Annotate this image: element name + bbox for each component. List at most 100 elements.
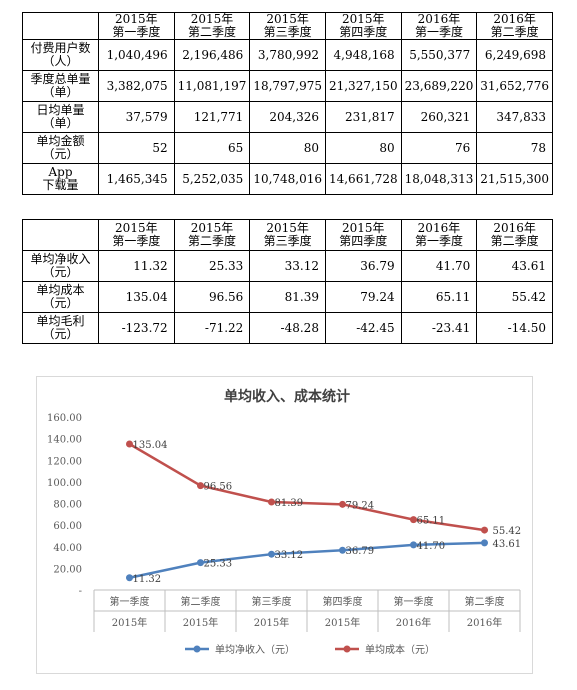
table-row: App 下载量 1,465,345 5,252,035 10,748,016 1… <box>22 163 553 195</box>
table-cell: -42.45 <box>324 312 402 344</box>
table-header-cell: 2015年 第三季度 <box>249 219 326 251</box>
table-cell: 3,780,992 <box>249 39 326 71</box>
x-tick-label: 第一季度 <box>110 595 150 608</box>
x-group-label: 2016年 <box>467 616 502 629</box>
table-cell: 76 <box>400 132 478 164</box>
table-cell: 5,550,377 <box>400 39 478 71</box>
table-cell: 5,252,035 <box>173 163 251 195</box>
table-cell: 36.79 <box>324 250 402 282</box>
table-cell: 4,948,168 <box>324 39 402 71</box>
table-header-cell: 2016年 第一季度 <box>400 12 478 40</box>
row-label: 单均成本 （元） <box>22 281 99 313</box>
data-label: 11.32 <box>133 574 162 585</box>
data-label: 81.39 <box>275 498 304 509</box>
table-header-cell: 2016年 第二季度 <box>476 219 553 251</box>
table-row: 季度总单量 （单） 3,382,075 11,081,197 18,797,97… <box>22 70 553 102</box>
table-cell: 55.42 <box>476 281 553 313</box>
table-cell: 260,321 <box>400 101 478 133</box>
table-cell: 78 <box>476 132 553 164</box>
table-cell: 25.33 <box>173 250 251 282</box>
row-label: 单均金额 （元） <box>22 132 99 164</box>
line-chart-panel: 单均收入、成本统计 160.00 140.00 120.00 100.00 80.00 60… <box>36 376 533 674</box>
y-tick-label: 80.00 <box>53 500 82 511</box>
y-tick-label: 20.00 <box>53 564 82 575</box>
table-cell: 11.32 <box>98 250 175 282</box>
table-row: 单均金额 （元） 52 65 80 80 76 78 <box>22 132 553 164</box>
data-point <box>339 546 346 554</box>
table-cell: 11,081,197 <box>173 70 251 102</box>
x-tick-label: 第一季度 <box>394 595 434 608</box>
data-label: 36.79 <box>346 546 375 557</box>
x-tick-label: 第二季度 <box>465 595 505 608</box>
x-tick-label: 第二季度 <box>181 595 221 608</box>
table-cell: -48.28 <box>249 312 326 344</box>
table-header-cell: 2015年 第四季度 <box>324 12 402 40</box>
data-label: 25.33 <box>204 559 233 570</box>
table-cell: 18,797,975 <box>249 70 326 102</box>
table-cell: 135.04 <box>98 281 175 313</box>
x-group-label: 2015年 <box>112 616 147 629</box>
legend-label: 单均成本（元） <box>365 643 435 656</box>
line-chart: 单均收入、成本统计 160.00 140.00 120.00 100.00 80.00 60… <box>47 388 521 656</box>
table-cell: 3,382,075 <box>98 70 175 102</box>
table-header-cell: 2016年 第二季度 <box>476 12 553 40</box>
legend-swatch-marker <box>193 645 201 653</box>
table-cell: 80 <box>324 132 402 164</box>
table-cell: 10,748,016 <box>249 163 326 195</box>
x-group-label: 2015年 <box>183 616 218 629</box>
table-header-cell: 2015年 第一季度 <box>98 12 175 40</box>
data-point <box>197 559 204 567</box>
table-cell: 96.56 <box>173 281 251 313</box>
table-cell: 231,817 <box>324 101 402 133</box>
table-cell: -71.22 <box>173 312 251 344</box>
table-cell: 1,040,496 <box>98 39 175 71</box>
table-header-cell: 2015年 第二季度 <box>173 12 251 40</box>
data-point <box>481 526 488 534</box>
data-point <box>410 541 417 549</box>
table-cell: 18,048,313 <box>400 163 478 195</box>
y-tick-label: 120.00 <box>47 456 82 467</box>
y-tick-label: 140.00 <box>47 435 82 446</box>
data-point <box>410 516 417 524</box>
data-point <box>126 440 133 448</box>
row-label: 季度总单量 （单） <box>22 70 99 102</box>
y-tick-label: - <box>79 586 82 597</box>
table-cell: 2,196,486 <box>173 39 251 71</box>
x-tick-label: 第三季度 <box>252 595 292 608</box>
data-label: 41.70 <box>417 541 446 552</box>
table-row: 付费用户数 （人） 1,040,496 2,196,486 3,780,992 … <box>22 39 553 71</box>
table-cell: 204,326 <box>249 101 326 133</box>
table-row: 单均毛利 （元） -123.72 -71.22 -48.28 -42.45 -2… <box>22 312 553 344</box>
table-cell: 31,652,776 <box>476 70 553 102</box>
table-corner-cell <box>22 12 99 40</box>
row-label: 单均毛利 （元） <box>22 312 99 344</box>
table-cell: 21,327,150 <box>324 70 402 102</box>
data-label: 33.12 <box>275 550 304 561</box>
data-point <box>268 498 275 506</box>
table-row: 单均成本 （元） 135.04 96.56 81.39 79.24 65.11 … <box>22 281 553 313</box>
data-point <box>339 500 346 508</box>
data-label: 65.11 <box>417 516 446 527</box>
x-group-label: 2015年 <box>325 616 360 629</box>
table-cell: -123.72 <box>98 312 175 344</box>
data-point <box>268 550 275 558</box>
table-cell: 23,689,220 <box>400 70 478 102</box>
table-cell: 14,661,728 <box>324 163 402 195</box>
legend-label: 单均净收入（元） <box>215 643 295 656</box>
table-row: 日均单量 （单） 37,579 121,771 204,326 231,817 … <box>22 101 553 133</box>
table-cell: 80 <box>249 132 326 164</box>
operating-metrics-table: 2015年 第一季度 2015年 第二季度 2015年 第三季度 2015年 第… <box>22 12 553 195</box>
table-row: 单均净收入 （元） 11.32 25.33 33.12 36.79 41.70 … <box>22 250 553 282</box>
table-cell: 33.12 <box>249 250 326 282</box>
legend-swatch-marker <box>343 645 351 653</box>
y-tick-label: 100.00 <box>47 478 82 489</box>
table-cell: 21,515,300 <box>476 163 553 195</box>
table-cell: 41.70 <box>400 250 478 282</box>
table-cell: 121,771 <box>173 101 251 133</box>
unit-economics-table: 2015年 第一季度 2015年 第二季度 2015年 第三季度 2015年 第… <box>22 219 553 344</box>
row-label: 单均净收入 （元） <box>22 250 99 282</box>
table-header-cell: 2015年 第二季度 <box>173 219 251 251</box>
table-cell: 81.39 <box>249 281 326 313</box>
chart-title: 单均收入、成本统计 <box>224 388 350 405</box>
y-tick-label: 160.00 <box>47 413 82 424</box>
